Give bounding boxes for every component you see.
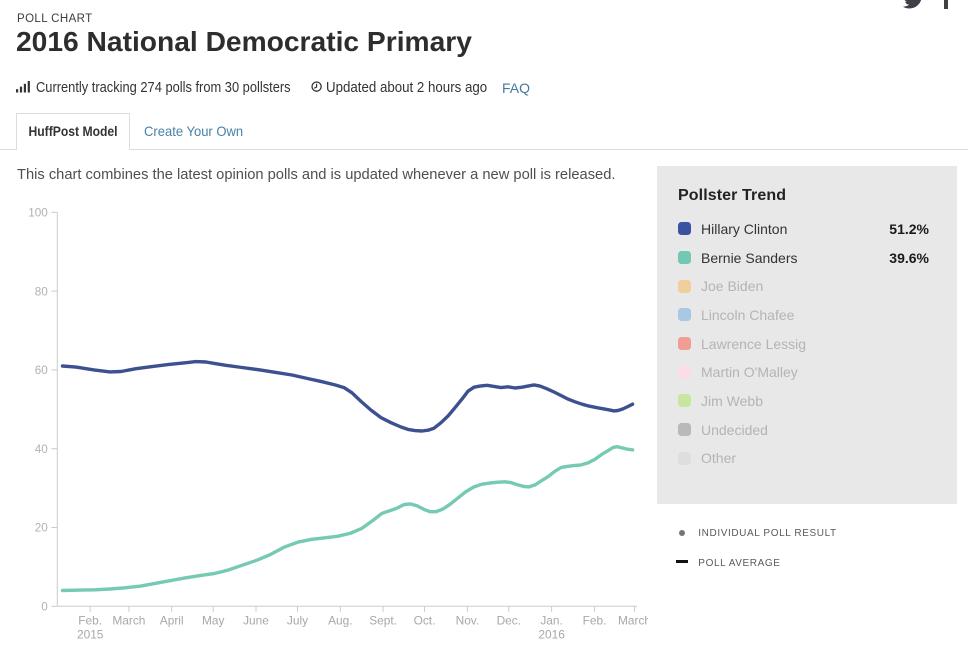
svg-text:May: May	[202, 614, 225, 628]
svg-text:2015: 2015	[77, 628, 104, 642]
svg-text:Feb.: Feb.	[583, 614, 607, 628]
svg-text:March: March	[618, 614, 648, 628]
svg-text:Aug.: Aug.	[328, 614, 352, 628]
svg-text:Dec.: Dec.	[497, 614, 521, 628]
svg-text:100: 100	[28, 207, 48, 220]
svg-text:40: 40	[35, 443, 49, 456]
svg-text:0: 0	[41, 601, 48, 614]
svg-text:April: April	[160, 614, 184, 628]
svg-text:Feb.: Feb.	[78, 614, 102, 628]
svg-text:80: 80	[35, 285, 49, 298]
svg-text:June: June	[243, 614, 269, 628]
svg-text:July: July	[287, 614, 308, 628]
svg-text:2016: 2016	[538, 628, 565, 642]
svg-text:60: 60	[35, 364, 49, 377]
svg-text:March: March	[112, 614, 145, 628]
svg-text:20: 20	[35, 522, 49, 535]
svg-text:Oct.: Oct.	[414, 614, 436, 628]
svg-text:Nov.: Nov.	[456, 614, 480, 628]
svg-text:Jan.: Jan.	[540, 614, 562, 628]
svg-text:Sept.: Sept.	[369, 614, 397, 628]
